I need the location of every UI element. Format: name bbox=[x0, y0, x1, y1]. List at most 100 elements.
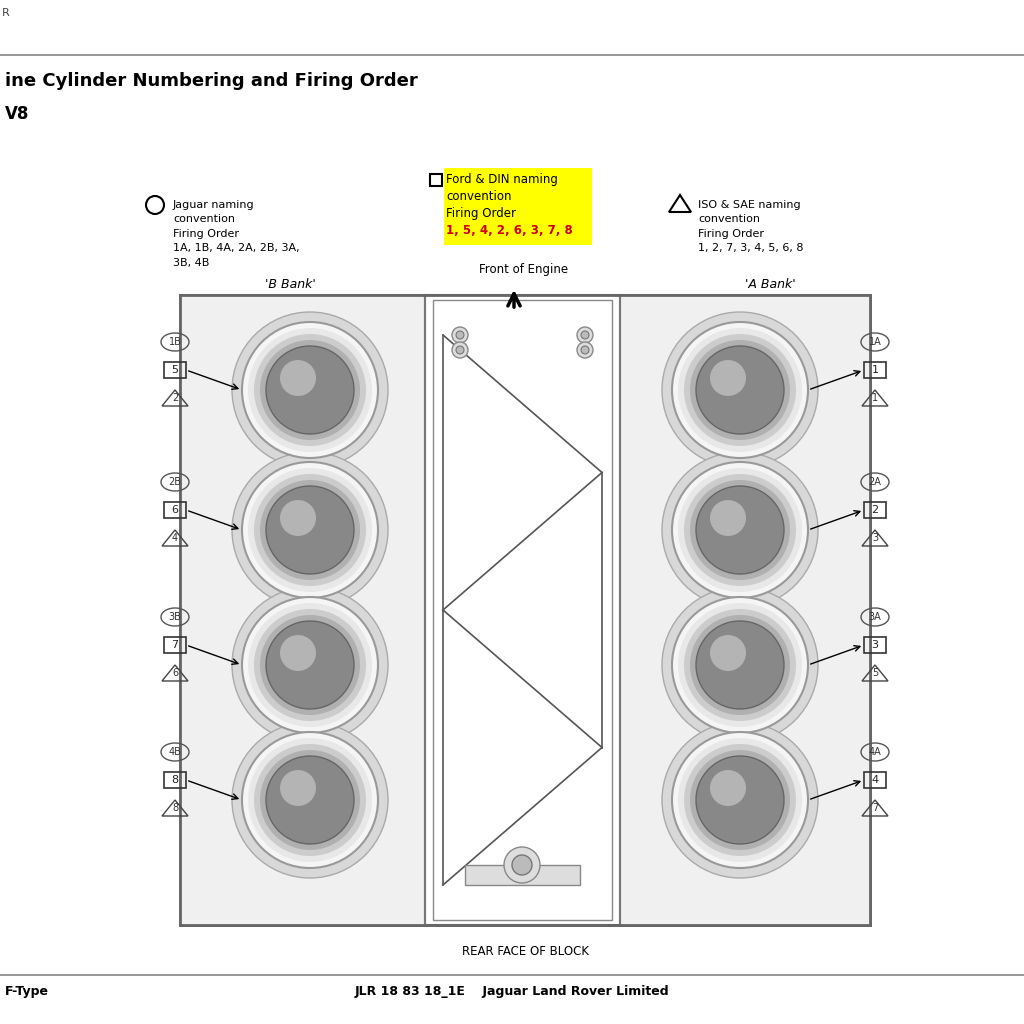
Bar bbox=[864, 502, 886, 518]
Bar bbox=[433, 300, 612, 920]
Bar bbox=[430, 174, 442, 186]
Circle shape bbox=[260, 480, 360, 580]
Circle shape bbox=[662, 722, 818, 878]
Circle shape bbox=[696, 486, 784, 574]
Text: 1, 5, 4, 2, 6, 3, 7, 8: 1, 5, 4, 2, 6, 3, 7, 8 bbox=[446, 224, 572, 237]
Circle shape bbox=[672, 597, 808, 733]
Circle shape bbox=[242, 732, 378, 868]
Text: 1: 1 bbox=[871, 365, 879, 375]
Circle shape bbox=[266, 346, 354, 434]
Text: 3B: 3B bbox=[169, 612, 181, 622]
Circle shape bbox=[581, 346, 589, 354]
Circle shape bbox=[266, 486, 354, 574]
Text: V8: V8 bbox=[5, 105, 30, 123]
Text: 2A: 2A bbox=[868, 477, 882, 487]
Circle shape bbox=[577, 327, 593, 343]
Circle shape bbox=[456, 346, 464, 354]
Text: Ford & DIN naming: Ford & DIN naming bbox=[446, 173, 558, 186]
Circle shape bbox=[248, 468, 372, 592]
Text: 2: 2 bbox=[871, 505, 879, 515]
Circle shape bbox=[678, 328, 802, 452]
Text: 2B: 2B bbox=[169, 477, 181, 487]
Circle shape bbox=[684, 474, 796, 586]
Circle shape bbox=[710, 635, 746, 671]
Text: 4B: 4B bbox=[169, 746, 181, 757]
Circle shape bbox=[242, 462, 378, 598]
Text: 'B Bank': 'B Bank' bbox=[264, 278, 315, 291]
Circle shape bbox=[684, 609, 796, 721]
Bar bbox=[465, 865, 580, 885]
Text: 1: 1 bbox=[872, 393, 878, 403]
Text: ISO & SAE naming
convention
Firing Order
1, 2, 7, 3, 4, 5, 6, 8: ISO & SAE naming convention Firing Order… bbox=[698, 200, 804, 253]
Bar bbox=[180, 295, 425, 925]
Circle shape bbox=[672, 322, 808, 458]
Circle shape bbox=[254, 609, 366, 721]
Text: REAR FACE OF BLOCK: REAR FACE OF BLOCK bbox=[462, 945, 589, 958]
Circle shape bbox=[248, 603, 372, 727]
Text: 2: 2 bbox=[172, 393, 178, 403]
Circle shape bbox=[280, 635, 316, 671]
Text: 4: 4 bbox=[172, 534, 178, 543]
Circle shape bbox=[690, 480, 790, 580]
Circle shape bbox=[266, 621, 354, 709]
Circle shape bbox=[512, 855, 532, 874]
Circle shape bbox=[696, 621, 784, 709]
Circle shape bbox=[266, 346, 354, 434]
Circle shape bbox=[577, 342, 593, 358]
Text: Front of Engine: Front of Engine bbox=[479, 263, 568, 276]
Circle shape bbox=[662, 452, 818, 608]
Text: 4A: 4A bbox=[868, 746, 882, 757]
Circle shape bbox=[260, 615, 360, 715]
Circle shape bbox=[260, 750, 360, 850]
Circle shape bbox=[678, 738, 802, 862]
Circle shape bbox=[684, 334, 796, 446]
Text: JLR 18 83 18_1E    Jaguar Land Rover Limited: JLR 18 83 18_1E Jaguar Land Rover Limite… bbox=[354, 985, 670, 998]
Bar bbox=[164, 772, 186, 788]
Text: 1A: 1A bbox=[868, 337, 882, 347]
Circle shape bbox=[710, 360, 746, 396]
Text: 8: 8 bbox=[172, 803, 178, 813]
Circle shape bbox=[662, 312, 818, 468]
Circle shape bbox=[280, 500, 316, 536]
Circle shape bbox=[710, 770, 746, 806]
Text: Firing Order: Firing Order bbox=[446, 207, 516, 220]
Bar bbox=[620, 295, 870, 925]
Circle shape bbox=[232, 452, 388, 608]
Text: 6: 6 bbox=[172, 668, 178, 678]
Text: 'A Bank': 'A Bank' bbox=[744, 278, 796, 291]
Text: 5: 5 bbox=[171, 365, 178, 375]
Text: 8: 8 bbox=[171, 775, 178, 785]
Text: 3A: 3A bbox=[868, 612, 882, 622]
Circle shape bbox=[456, 331, 464, 339]
Bar bbox=[164, 637, 186, 653]
Circle shape bbox=[280, 360, 316, 396]
Circle shape bbox=[710, 500, 746, 536]
Bar bbox=[864, 772, 886, 788]
Circle shape bbox=[266, 756, 354, 844]
Text: ine Cylinder Numbering and Firing Order: ine Cylinder Numbering and Firing Order bbox=[5, 72, 418, 90]
Circle shape bbox=[672, 732, 808, 868]
Bar bbox=[444, 168, 592, 245]
Text: 3: 3 bbox=[872, 534, 878, 543]
Circle shape bbox=[266, 486, 354, 574]
Circle shape bbox=[232, 587, 388, 743]
Circle shape bbox=[254, 474, 366, 586]
Bar bbox=[425, 295, 620, 925]
Circle shape bbox=[266, 621, 354, 709]
Circle shape bbox=[232, 722, 388, 878]
Text: 6: 6 bbox=[171, 505, 178, 515]
Circle shape bbox=[696, 346, 784, 434]
Circle shape bbox=[242, 597, 378, 733]
Circle shape bbox=[254, 334, 366, 446]
Text: F-Type: F-Type bbox=[5, 985, 49, 998]
Circle shape bbox=[690, 750, 790, 850]
Circle shape bbox=[696, 756, 784, 844]
Text: 3: 3 bbox=[871, 640, 879, 650]
Circle shape bbox=[662, 587, 818, 743]
Circle shape bbox=[232, 312, 388, 468]
Circle shape bbox=[260, 340, 360, 440]
Text: 4: 4 bbox=[871, 775, 879, 785]
Text: Jaguar naming
convention
Firing Order
1A, 1B, 4A, 2A, 2B, 3A,
3B, 4B: Jaguar naming convention Firing Order 1A… bbox=[173, 200, 300, 267]
Circle shape bbox=[581, 331, 589, 339]
Bar bbox=[864, 637, 886, 653]
